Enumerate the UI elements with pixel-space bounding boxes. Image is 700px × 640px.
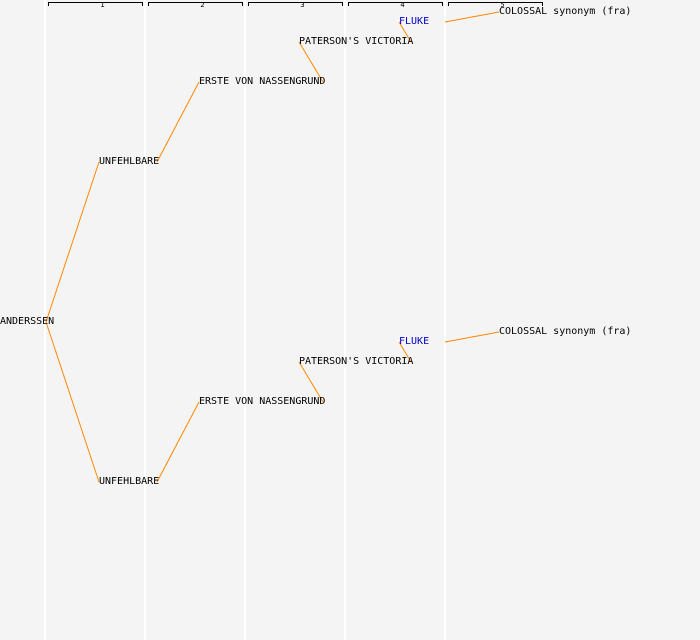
generation-bracket [48, 2, 143, 6]
generation-number: 3 [300, 1, 305, 9]
node-colossal-dam[interactable]: COLOSSAL synonym (fra) [499, 326, 632, 337]
generation-divider [44, 0, 46, 640]
generation-number: 1 [100, 1, 105, 9]
generation-bracket [248, 2, 343, 6]
parent-link-root-u_top [45, 161, 100, 323]
parent-link-u_bot-e_bot [156, 401, 200, 483]
parent-link-u_top-e_top [156, 81, 200, 163]
generation-divider [144, 0, 146, 640]
generation-number: 5 [500, 1, 505, 9]
node-erste-von-nassengrund-sire[interactable]: ERSTE VON NASSENGRUND [199, 76, 326, 87]
parent-link-f_top-c_top [444, 11, 500, 23]
node-patersons-victoria-dam[interactable]: PATERSON'S VICTORIA [299, 356, 414, 367]
parent-link-e_top-p_top [298, 41, 324, 83]
generation-divider [444, 0, 446, 640]
parent-link-p_bot-f_bot [398, 341, 412, 363]
generation-divider [344, 0, 346, 640]
generation-divider [244, 0, 246, 640]
node-unfehlbare-dam[interactable]: UNFEHLBARE [99, 476, 160, 487]
generation-bracket [448, 2, 543, 6]
generation-bracket [148, 2, 243, 6]
node-fluke-dam[interactable]: FLUKE [399, 336, 430, 347]
generation-bracket [348, 2, 443, 6]
generation-number: 4 [400, 1, 405, 9]
parent-link-root-u_bot [45, 321, 100, 483]
node-unfehlbare-sire[interactable]: UNFEHLBARE [99, 156, 160, 167]
node-erste-von-nassengrund-dam[interactable]: ERSTE VON NASSENGRUND [199, 396, 326, 407]
parent-link-p_top-f_top [398, 21, 412, 43]
generation-number: 2 [200, 1, 205, 9]
node-patersons-victoria-sire[interactable]: PATERSON'S VICTORIA [299, 36, 414, 47]
node-fluke-sire[interactable]: FLUKE [399, 16, 430, 27]
node-colossal-sire[interactable]: COLOSSAL synonym (fra) [499, 6, 632, 17]
parent-link-e_bot-p_bot [298, 361, 324, 403]
parent-link-f_bot-c_bot [444, 331, 500, 343]
node-anderssen[interactable]: ANDERSSEN [0, 316, 55, 327]
